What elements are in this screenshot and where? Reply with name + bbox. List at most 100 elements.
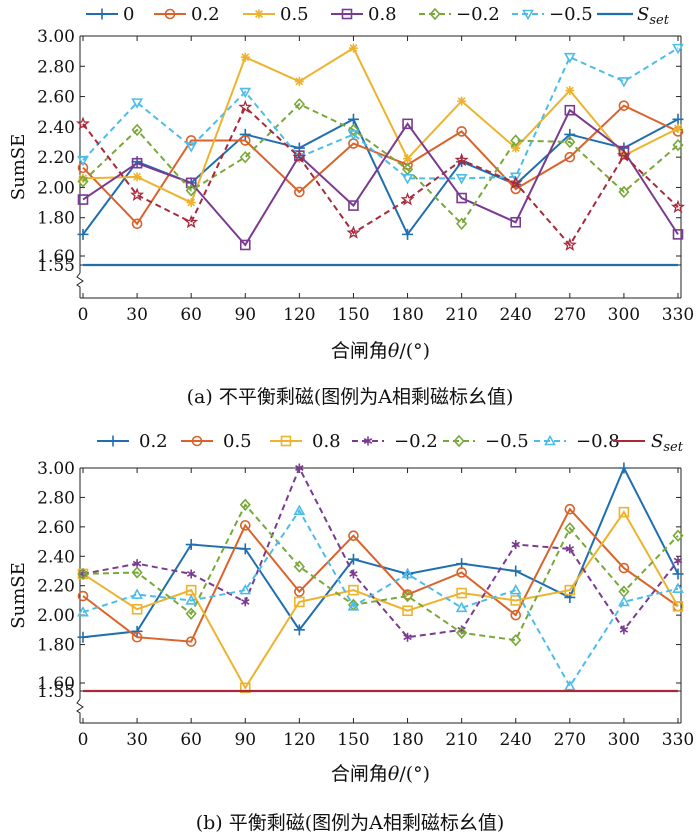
chart-a-series-5-point (77, 155, 89, 167)
chart-b-series-5-point (131, 588, 143, 599)
chart-a-series-3-point (131, 157, 143, 169)
chart-b-series-line-2 (82, 510, 679, 690)
chart-b-series-2-point (618, 506, 630, 518)
chart-a-x-tick-label: 90 (234, 305, 256, 325)
chart-b-legend-marker (107, 435, 119, 447)
chart-a-x-axis-label-suffix: /(°) (399, 340, 430, 362)
chart-a-y-tick-label: 1.60 (37, 247, 75, 267)
chart-b-series-1 (77, 503, 684, 647)
chart-b-series-5-point (455, 601, 468, 613)
chart-b-series-1-point (618, 562, 630, 574)
chart-a-legend-item-3: 0.8 (331, 4, 397, 25)
chart-a-series-6-point (454, 152, 469, 167)
chart-b-series-line-0 (82, 465, 679, 639)
chart-a-series-3-point (348, 200, 359, 211)
chart-a-x-tick-label: 0 (78, 305, 89, 325)
chart-b-legend-marker (544, 434, 556, 446)
chart-b-series-2-point (564, 584, 576, 596)
chart-a-series-4-point (293, 97, 305, 111)
chart-b-y-tick-label: 1.80 (37, 636, 75, 656)
chart-a-x-axis-label: 合闸角θ/(°) (331, 340, 430, 362)
chart-b-x-tick-label: 300 (608, 730, 640, 750)
chart-b-series-1-point (348, 530, 359, 541)
chart-b-series-5-point (618, 595, 630, 607)
chart-a-series-4-point (618, 185, 630, 199)
chart-a-x-tick-label: 150 (337, 305, 369, 325)
chart-a-legend-marker (96, 8, 108, 20)
chart-b-x-axis-label-prefix: 合闸角 (331, 763, 388, 785)
chart-b-series-3 (78, 463, 683, 642)
chart-a-series-2-point (348, 43, 358, 53)
chart-a-x-axis-label-var: θ (388, 340, 400, 362)
chart-a-y-ticks: 1.551.60 1.80 2.00 2.20 2.40 2.60 2.80 3.00 (37, 27, 681, 276)
chart-a-series-group (76, 43, 685, 267)
chart-a-legend-item-4: −0.2 (419, 4, 500, 25)
chart-a-series-6-point (671, 199, 685, 214)
chart-a-x-axis-label-prefix: 合闸角 (331, 340, 388, 362)
chart-a-series-2-point (403, 154, 413, 164)
chart-a-series-3-point (77, 194, 89, 205)
chart-a-legend-label: −0.5 (549, 4, 593, 25)
chart-b-series-3-point (241, 597, 250, 607)
chart-b-legend-item-2: 0.8 (270, 431, 341, 452)
chart-b-legend-item-5: −0.8 (534, 431, 620, 452)
chart-a-series-4-point (131, 123, 143, 137)
chart-b-legend-label-main: S (651, 431, 663, 452)
chart-a-series-1-point (185, 135, 197, 146)
chart-a-series-2-point (186, 198, 196, 208)
chart-a-series-4-point (456, 217, 468, 230)
chart-a-series-4-point (672, 138, 684, 152)
chart-b-series-1-point (239, 520, 251, 531)
chart-a-series-2-point (78, 173, 88, 183)
chart-b-x-axis-label: 合闸角θ/(°) (331, 763, 430, 785)
chart-b-series-2-point (131, 603, 143, 615)
chart-a-series-0-point (672, 113, 684, 125)
chart-b-series-5 (77, 504, 684, 691)
chart-b-series-1-point (77, 590, 89, 602)
chart-a-series-5-point (563, 52, 576, 64)
chart-a-series-4-point (510, 134, 522, 147)
chart-b-series-1-point (294, 586, 305, 597)
chart-b-series-2-point (510, 595, 522, 606)
chart-b-x-ticks: 0 30 60 90 120 150 180 210 240 270 300 330 (78, 468, 694, 750)
chart-a-series-1-point (131, 218, 143, 230)
chart-a-y-tick-label: 1.55 (37, 256, 75, 276)
chart-a-series-2-point (240, 52, 250, 62)
chart-b-series-4-point (77, 567, 89, 581)
chart-a-legend-item-1: 0.2 (154, 4, 220, 25)
chart-b-series-0-point (564, 591, 576, 603)
chart-b-series-line-1 (82, 507, 679, 643)
chart-b-series-2-point (348, 584, 359, 596)
chart-a-y-tick-label: 1.80 (37, 209, 75, 229)
chart-b-series-5-point (401, 567, 414, 579)
chart-a-series-6-point (238, 99, 253, 114)
chart-a-series-5-point (131, 98, 143, 109)
chart-a-series-5-point (185, 142, 198, 153)
chart-b-series-3-point (511, 540, 520, 550)
chart-a-series-0-point (347, 113, 359, 125)
chart-a-legend-label: 0.8 (368, 4, 397, 25)
chart-a-legend-item-7: Sset (597, 4, 670, 28)
chart-b-series-4-point (456, 626, 468, 639)
chart-b-x-tick-label: 0 (78, 730, 89, 750)
chart-b-legend-item-3: −0.2 (352, 431, 438, 452)
chart-b-series-2-point (456, 587, 467, 599)
chart-b-series-4 (77, 498, 684, 647)
chart-a-x-tick-label: 330 (662, 305, 694, 325)
chart-a-legend: 0 0.2 0.5 0.8 −0.2 −0.5 Sset (86, 4, 670, 28)
chart-b-y-tick-label: 2.20 (37, 577, 75, 597)
chart-a-series-4 (77, 97, 684, 230)
chart-a-legend-item-0: 0 (86, 4, 134, 25)
chart-a-series-3-point (672, 229, 684, 240)
chart-b-series-3-point (673, 556, 683, 566)
chart-a-series-4-point (564, 135, 576, 149)
chart-b-series-line-3 (82, 465, 679, 639)
chart-b-legend: 0.2 0.5 0.8 −0.2 −0.5 −0.8 Sset (97, 431, 684, 455)
chart-b-series-0-point (510, 565, 522, 577)
chart-a-x-tick-label: 120 (283, 305, 315, 325)
chart-b-x-axis-label-var: θ (388, 763, 400, 785)
chart-a-series-1-point (456, 126, 467, 137)
chart-b-series-4-point (564, 522, 576, 535)
chart-b-y-tick-label: 2.80 (37, 488, 75, 508)
